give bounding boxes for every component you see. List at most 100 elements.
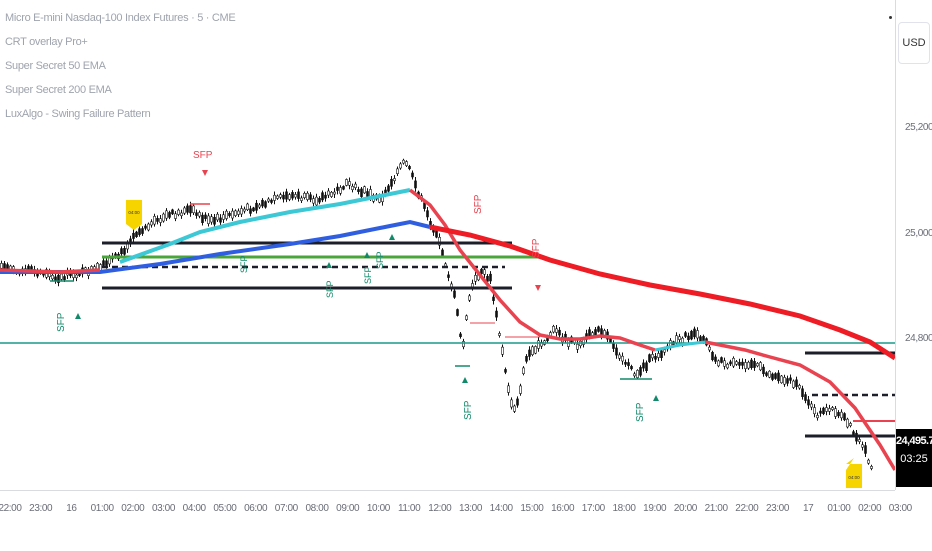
time-label: 23:00 [765,503,790,514]
time-label: 11:00 [397,503,421,514]
candle-body [861,444,864,448]
candle-body [849,423,852,427]
candle-body [234,210,237,216]
candle-body [255,202,258,211]
sfp-down-arrow [202,170,208,176]
candle-body [774,373,777,379]
candle-body [723,360,726,367]
candle-body [195,212,198,216]
time-axis[interactable]: 22:00 23:00 16 01:00 02:00 03:00 04:00 05:00 06:… [0,490,912,551]
candle-body [690,330,693,340]
candle-body [624,361,627,365]
candle-body [501,346,504,355]
candle-body [63,276,66,281]
candle-body [108,257,111,265]
candle-body [348,181,351,186]
time-label: 15:00 [520,503,544,514]
time-label: 02:00 [121,503,145,514]
candle-body [837,412,840,417]
candle-body [141,228,144,234]
candle-body [747,361,750,369]
candle-body [846,418,849,428]
indicator-ema-50[interactable]: Super Secret 50 EMA [5,60,106,72]
candle-body [207,215,210,224]
currency-button[interactable]: USD [898,22,930,64]
candle-body [645,362,648,371]
candle-body [387,185,390,192]
candle-body [339,187,342,194]
candle-body [471,283,474,288]
time-label: 21:00 [704,503,728,514]
indicator-sfp[interactable]: LuxAlgo - Swing Failure Pattern [5,108,151,120]
candle-body [552,326,555,333]
candle-body [165,210,168,219]
chart-area[interactable]: SFP SFP SFP SFP SFP SFP SFP SFP SFP SFP [0,0,895,490]
candle-body [363,186,366,194]
chart-legend[interactable]: Micro E-mini Nasdaq-100 Index Futures · … [5,6,236,126]
candle-body [531,346,534,355]
indicator-ema-200[interactable]: Super Secret 200 EMA [5,84,112,96]
candle-body [720,357,723,363]
more-icon[interactable] [889,16,892,19]
candle-body [597,326,600,332]
candle-body [519,385,522,394]
candle-body [642,362,645,369]
sfp-down-arrow [535,285,541,291]
candle-body [243,208,246,212]
candle-body [408,166,411,170]
candle-body [390,178,393,187]
time-label: 22:00 [735,503,759,514]
candle-body [228,212,231,216]
candle-body [456,309,459,316]
candle-body [360,188,363,197]
candle-body [60,273,63,280]
candle-body [159,218,162,223]
session-marker: 04:00 [126,200,142,230]
price-axis[interactable] [895,0,932,490]
sfp-up-arrow [75,313,81,319]
candle-body [120,248,123,255]
candle-body [126,243,129,250]
candle-body [3,263,6,269]
indicator-crt-overlay[interactable]: CRT overlay Pro+ [5,36,88,48]
candle-body [261,199,264,207]
candle-body [447,274,450,278]
candle-body [537,340,540,349]
candle-body [750,359,753,369]
candle-body [576,343,579,350]
candle-body [288,194,291,200]
candle-body [153,216,156,225]
candle-body [210,216,213,223]
candle-body [825,407,828,412]
candle-body [327,190,330,196]
candle-body [633,373,636,377]
price-chart[interactable]: SFP SFP SFP SFP SFP SFP SFP SFP SFP SFP [0,0,895,490]
candle-body [399,163,402,169]
candle-body [795,379,798,387]
svg-text:04:00: 04:00 [848,475,860,480]
candle-body [459,333,462,337]
candle-body [864,445,867,454]
time-label: 13:00 [458,503,483,514]
candle-body [279,194,282,198]
candle-body [204,214,207,219]
time-label: 03:00 [151,503,176,514]
candle-body [297,191,300,199]
candle-body [336,186,339,191]
candle-body [627,362,630,366]
candle-body [828,408,831,412]
candle-body [345,179,348,186]
ema-200-line [0,219,431,274]
candle-body [219,217,222,223]
time-label: 08:00 [305,503,329,514]
candle-body [198,212,201,217]
candle-body [678,336,681,340]
candle-body [318,197,321,203]
candle-body [393,178,396,182]
time-label: 17:00 [581,503,605,514]
symbol-title[interactable]: Micro E-mini Nasdaq-100 Index Futures · … [5,12,236,24]
candle-body [267,198,270,202]
candle-body [75,274,78,279]
time-label: 19:00 [643,503,667,514]
sfp-up-arrow [462,377,468,383]
